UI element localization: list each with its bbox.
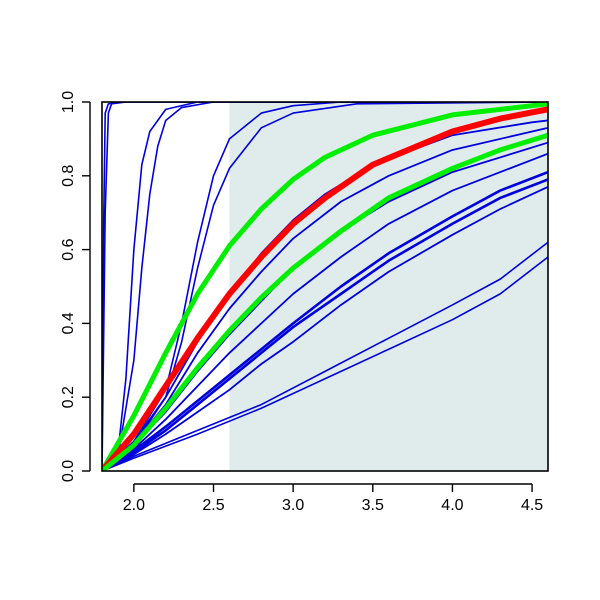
shaded-region-layer — [229, 102, 548, 471]
series-line-4 — [102, 102, 548, 471]
series-line-2 — [102, 102, 548, 471]
series-line-10 — [102, 152, 548, 471]
series-line-1 — [102, 102, 548, 471]
series-line-18 — [102, 132, 548, 471]
series-line-15 — [102, 256, 548, 471]
x-tick-label: 2.0 — [123, 497, 145, 514]
series-line-14 — [102, 241, 548, 471]
y-tick-label: 0.4 — [60, 312, 77, 334]
y-tick-label: 0.6 — [60, 238, 77, 260]
x-tick-label: 2.5 — [202, 497, 224, 514]
series-line-11 — [102, 170, 548, 471]
y-tick-label: 1.0 — [60, 91, 77, 113]
y-tick-label: 0.2 — [60, 386, 77, 408]
x-tick-label: 3.5 — [362, 497, 384, 514]
x-tick-label: 3.0 — [282, 497, 304, 514]
series-line-12 — [102, 178, 548, 471]
series-line-16 — [102, 102, 548, 471]
x-axis: 2.0 2.5 3.0 3.5 4.0 4.5 — [123, 483, 543, 514]
series-line-17 — [102, 106, 548, 471]
plot-frame — [101, 101, 549, 472]
series-layer — [102, 102, 548, 471]
y-tick-label: 0.8 — [60, 165, 77, 187]
series-line-3 — [102, 102, 548, 471]
shaded-region — [229, 102, 548, 471]
x-tick-label: 4.0 — [441, 497, 463, 514]
x-tick-label: 4.5 — [521, 497, 543, 514]
y-tick-label: 0.0 — [60, 460, 77, 482]
frame-layer — [101, 101, 549, 472]
y-axis: 0.0 0.2 0.4 0.6 0.8 1.0 — [60, 91, 91, 482]
series-line-13 — [102, 185, 548, 471]
